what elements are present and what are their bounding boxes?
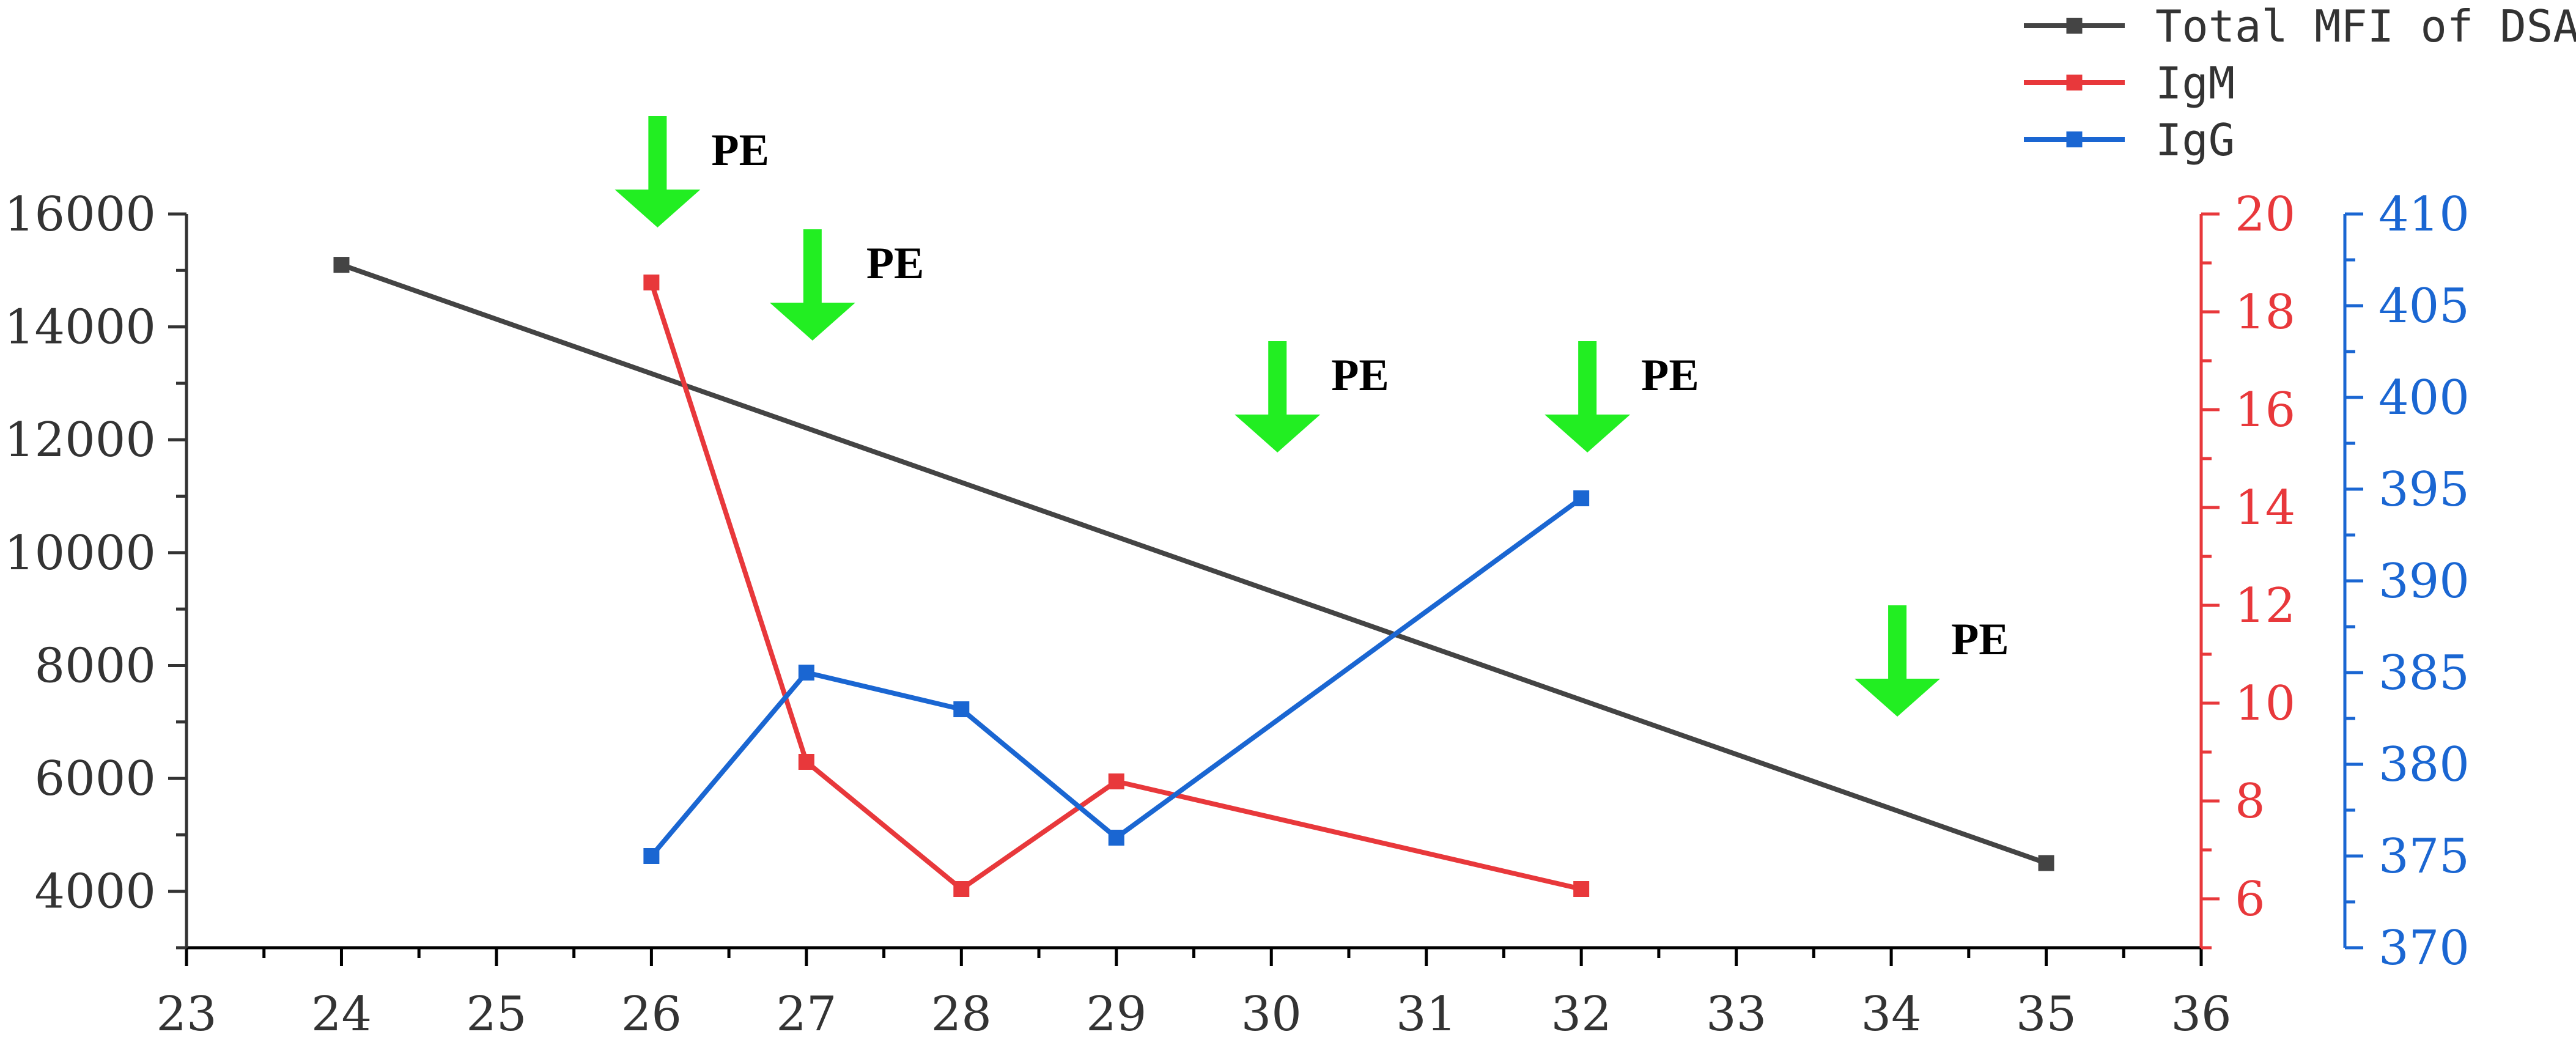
mfi-series-line [341, 262, 2047, 866]
igg-data-point [798, 665, 814, 681]
pe-annotations: PE PE PE PE PE [614, 116, 2009, 717]
x-tick-label: 33 [1706, 987, 1766, 1042]
legend-marker [2066, 131, 2083, 147]
igm-y-axis-tick-label: 6 [2235, 872, 2265, 927]
igg-data-point [953, 701, 970, 717]
igg-y-axis-tick-label: 395 [2379, 462, 2470, 517]
pe-label: PE [711, 125, 769, 175]
igm-data-point [953, 881, 970, 897]
igg-y-axis-tick-label: 375 [2379, 829, 2470, 884]
igm-y-axis-tick-label: 18 [2235, 285, 2295, 340]
series-layer [333, 257, 2054, 897]
pe-label: PE [1641, 350, 1699, 400]
left-y-tick-label: 4000 [34, 865, 156, 920]
igm-y-axis-tick-label: 12 [2235, 578, 2295, 633]
axes: 23 24 25 26 27 28 29 30 31 32 33 34 35 36 4000 6000 8000… [4, 187, 2470, 1042]
left-y-tick-label: 14000 [4, 300, 156, 355]
x-tick-label: 29 [1086, 987, 1146, 1042]
igg-y-axis-tick-label: 400 [2379, 371, 2470, 426]
igm-y-axis-tick-label: 8 [2235, 774, 2265, 829]
pe-arrow-icon [769, 229, 855, 341]
left-y-tick-label: 16000 [4, 187, 156, 242]
pe-arrow-group: PE [769, 229, 924, 341]
igm-series-line [649, 281, 1582, 891]
legend-marker [2066, 18, 2083, 34]
left-y-tick-label: 8000 [34, 638, 156, 693]
igm-y-axis-tick-label: 20 [2235, 187, 2295, 242]
pe-arrow-icon [1854, 605, 1941, 717]
pe-label: PE [1951, 614, 2009, 665]
igm-y-axis-tick-label: 10 [2235, 676, 2295, 731]
x-tick-label: 27 [776, 987, 836, 1042]
igg-y-axis-tick-label: 405 [2379, 279, 2470, 334]
x-tick-label: 25 [466, 987, 526, 1042]
left-y-tick-label: 10000 [4, 526, 156, 581]
pe-label: PE [1331, 350, 1389, 400]
igm-data-point [798, 754, 814, 770]
igg-y-axis-tick-label: 410 [2379, 187, 2470, 242]
x-tick-label: 36 [2171, 987, 2231, 1042]
pe-arrow-group: PE [1234, 341, 1389, 452]
legend-marker [2066, 75, 2083, 90]
igm-data-point [1573, 881, 1590, 897]
x-tick-label: 30 [1241, 987, 1302, 1042]
pe-label: PE [866, 238, 924, 289]
igm-y-axis-tick-label: 16 [2235, 383, 2295, 438]
legend-label: IgM [2155, 57, 2235, 109]
igg-series-line [649, 496, 1583, 858]
mfi-data-point [333, 257, 350, 273]
igg-data-point [643, 848, 660, 864]
left-y-tick-label: 6000 [34, 751, 156, 806]
igg-y-axis-tick-label: 390 [2379, 554, 2470, 609]
x-tick-label: 31 [1396, 987, 1456, 1042]
pe-arrow-group: PE [1544, 341, 1699, 452]
left-y-tick-label: 12000 [4, 413, 156, 468]
x-tick-label: 26 [621, 987, 682, 1042]
pe-arrow-icon [1234, 341, 1321, 452]
igg-y-axis-tick-label: 380 [2379, 737, 2470, 792]
igm-y-axis-tick-label: 14 [2235, 481, 2295, 536]
x-tick-label: 35 [2016, 987, 2076, 1042]
x-tick-label: 28 [931, 987, 992, 1042]
igg-y-axis-tick-label: 385 [2379, 646, 2470, 701]
mfi-data-point [2038, 855, 2054, 871]
x-tick-label: 23 [156, 987, 216, 1042]
pe-arrow-icon [1544, 341, 1631, 452]
legend-label: IgG [2155, 114, 2235, 166]
igg-data-point [1108, 830, 1124, 846]
legend-entry: Total MFI of DSA [2024, 1, 2576, 52]
igg-y-axis-tick-label: 370 [2379, 921, 2470, 976]
x-tick-label: 32 [1551, 987, 1612, 1042]
igm-data-point [1108, 773, 1124, 789]
legend-entry: IgG [2024, 114, 2235, 166]
pe-arrow-group: PE [614, 116, 769, 227]
pe-arrow-icon [614, 116, 701, 227]
pe-arrow-group: PE [1854, 605, 2009, 717]
x-tick-label: 24 [311, 987, 372, 1042]
igg-data-point [1573, 490, 1590, 506]
legend-label: Total MFI of DSA [2155, 1, 2576, 52]
igm-data-point [643, 275, 660, 290]
legend-entry: IgM [2024, 57, 2235, 109]
x-tick-label: 34 [1861, 987, 1921, 1042]
